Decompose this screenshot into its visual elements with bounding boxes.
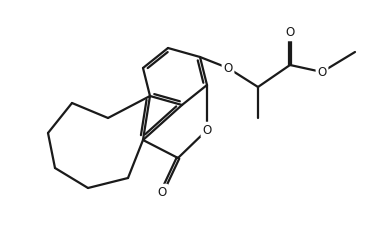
Text: O: O	[317, 65, 327, 79]
Text: O: O	[157, 185, 167, 198]
Text: O: O	[285, 26, 295, 40]
Text: O: O	[223, 61, 232, 74]
Text: O: O	[202, 124, 212, 137]
